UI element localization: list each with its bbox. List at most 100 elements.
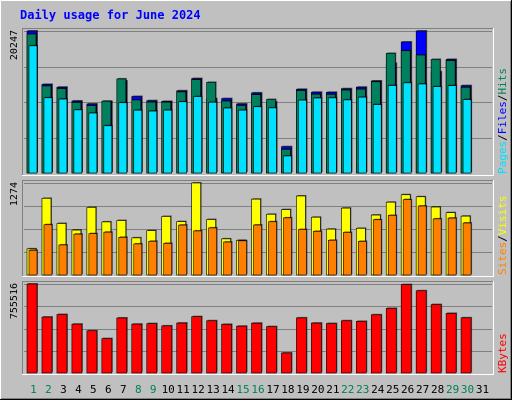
sites-bar — [447, 217, 457, 276]
graph-title: Daily usage for June 2024 — [20, 8, 201, 22]
series-legend-label: Sites/Visits — [496, 196, 509, 276]
y-max-label: 755516 — [9, 283, 20, 319]
pages-bar — [417, 83, 427, 174]
sites-bar — [88, 233, 98, 276]
kbytes-bar — [370, 314, 382, 374]
x-tick-label: 15 — [236, 383, 249, 396]
sites-bar — [223, 241, 232, 276]
kbytes-bar — [101, 338, 113, 374]
legend-separator: / — [496, 235, 509, 242]
sites-bar — [432, 218, 442, 276]
sites-bar — [462, 222, 472, 276]
sites-bar — [313, 231, 322, 276]
sites-bar — [253, 224, 262, 276]
sites-bar — [178, 224, 187, 276]
sites-bar — [298, 229, 307, 276]
pages-bar — [118, 102, 128, 174]
sites-bar — [103, 231, 113, 276]
series-legend-label: Pages/Files/Hits — [496, 68, 509, 174]
kbytes-bar — [430, 304, 442, 374]
x-tick-label: 27 — [416, 383, 429, 396]
visits-sites-panel: 1274 Sites/Visits — [9, 180, 509, 277]
legend-series-name: Sites — [496, 242, 509, 275]
y-max-label: 1274 — [9, 182, 20, 206]
y-max-label: 20247 — [9, 30, 20, 60]
x-tick-label: 4 — [75, 383, 82, 396]
kbytes-bar — [355, 321, 367, 374]
kbytes-bar — [445, 313, 457, 374]
x-tick-label: 6 — [105, 383, 112, 396]
x-tick-label: 11 — [177, 383, 190, 396]
x-axis-labels: 1 2 3 4 5 6 7 8 9 10 11 12 13 14 15 16 17 18 19 20 21 22 23 24 2… — [30, 383, 489, 396]
pages-bar — [43, 97, 53, 174]
kbytes-bar — [460, 317, 472, 374]
x-tick-label: 3 — [60, 383, 67, 396]
sites-bar — [343, 232, 352, 276]
pages-bar — [148, 110, 158, 174]
sites-bar — [328, 239, 337, 276]
pages-bar — [372, 104, 382, 174]
kbytes-bar — [56, 314, 68, 374]
sites-bar — [283, 217, 292, 276]
x-tick-label: 19 — [296, 383, 309, 396]
x-tick-label: 22 — [341, 383, 354, 396]
x-tick-label: 14 — [221, 383, 235, 396]
x-tick-label: 20 — [311, 383, 324, 396]
series-legend-label: KBytes — [496, 333, 509, 373]
sites-bar — [43, 224, 53, 276]
pages-bar — [313, 97, 322, 174]
kbytes-bar — [206, 320, 217, 374]
x-tick-label: 23 — [356, 383, 369, 396]
kbytes-bar — [116, 317, 128, 374]
x-tick-label: 30 — [461, 383, 474, 396]
kbytes-bar — [86, 330, 98, 374]
kbytes-bar — [281, 352, 292, 374]
pages-bar — [88, 112, 98, 174]
sites-bar — [118, 237, 128, 276]
x-tick-label: 7 — [120, 383, 127, 396]
x-tick-label: 28 — [431, 383, 444, 396]
sites-bar — [193, 230, 202, 276]
pages-bar — [58, 98, 68, 174]
sites-bar — [402, 199, 412, 276]
sites-bar — [387, 215, 397, 276]
sites-bar — [238, 240, 247, 276]
pages-bar — [178, 101, 187, 174]
kbytes-bar — [146, 323, 158, 374]
pages-bar — [328, 97, 337, 174]
sites-bar — [28, 250, 38, 276]
x-tick-label: 9 — [150, 383, 157, 396]
x-tick-label: 16 — [251, 383, 264, 396]
pages-bar — [193, 96, 202, 174]
kbytes-bar — [311, 322, 322, 374]
pages-bar — [163, 109, 173, 174]
x-tick-label: 26 — [401, 383, 414, 396]
pages-bar — [283, 155, 292, 174]
pages-bar — [402, 82, 412, 174]
kbytes-panel: 755516 KBytes — [9, 281, 509, 375]
sites-bar — [357, 241, 367, 276]
kbytes-bar — [251, 322, 262, 374]
pages-bar — [208, 102, 217, 174]
pages-bar — [268, 107, 277, 174]
sites-bar — [372, 219, 382, 276]
sites-bar — [208, 227, 217, 276]
kbytes-bar — [385, 308, 397, 374]
pages-bar — [432, 86, 442, 174]
legend-series-name: Files — [496, 101, 509, 134]
kbytes-bar — [191, 316, 202, 374]
pages-bar — [462, 99, 472, 174]
x-tick-label: 25 — [386, 383, 399, 396]
pages-bar — [133, 109, 143, 174]
pages-bar — [253, 106, 262, 174]
pages-bar — [343, 99, 352, 174]
x-tick-label: 8 — [135, 383, 142, 396]
legend-separator: / — [496, 95, 509, 102]
x-tick-label: 10 — [162, 383, 175, 396]
kbytes-bar — [415, 290, 427, 374]
kbytes-bar — [266, 326, 277, 374]
sites-bar — [73, 233, 83, 276]
kbytes-bar — [400, 284, 412, 374]
